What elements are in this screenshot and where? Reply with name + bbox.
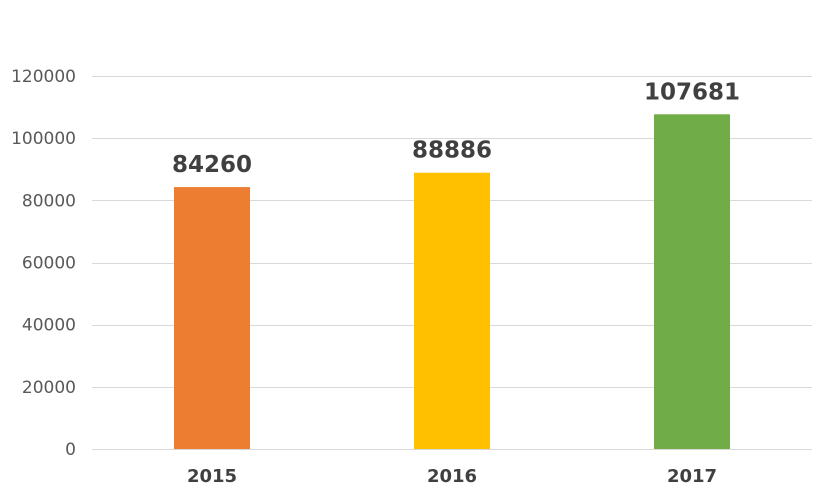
x-tick-label-2016: 2016 [427, 466, 477, 487]
x-axis-tick-labels: 2015 2016 2017 [187, 466, 717, 487]
bar-2017 [654, 114, 730, 449]
data-labels: 84260 88886 107681 [172, 79, 740, 178]
y-tick-label: 20000 [22, 378, 76, 398]
y-tick-label: 60000 [22, 254, 76, 274]
y-tick-label: 0 [65, 440, 76, 460]
y-tick-label: 100000 [11, 129, 76, 149]
y-tick-label: 80000 [22, 191, 76, 211]
y-axis-tick-labels: 0 20000 40000 60000 80000 100000 120000 [11, 67, 76, 460]
x-tick-label-2015: 2015 [187, 466, 237, 487]
bar-2016 [414, 172, 490, 449]
data-label-2017: 107681 [644, 79, 740, 105]
data-label-2015: 84260 [172, 152, 252, 178]
data-label-2016: 88886 [412, 138, 492, 164]
y-tick-label: 40000 [22, 316, 76, 336]
y-tick-label: 120000 [11, 67, 76, 87]
x-tick-label-2017: 2017 [667, 466, 717, 487]
bars [174, 114, 730, 449]
bar-2015 [174, 187, 250, 449]
